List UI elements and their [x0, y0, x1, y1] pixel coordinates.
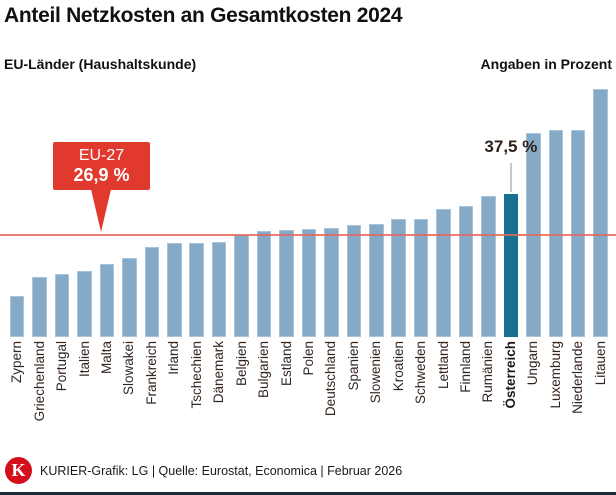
bar-slowenien [369, 224, 384, 337]
bar-kroatien [391, 218, 406, 337]
xlabel-oesterreich: Österreich [502, 341, 518, 409]
bar-bulgarien [256, 231, 272, 337]
bar-litauen [593, 89, 608, 337]
xlabel-rumaenien: Rumänien [480, 341, 496, 403]
xlabel-daenemark: Dänemark [211, 341, 227, 404]
xlabel-zypern: Zypern [9, 341, 25, 384]
xlabel-slowakei: Slowakei [121, 341, 137, 396]
bar-malta [99, 264, 115, 337]
bar-niederlande [570, 129, 586, 337]
bar-finnland [458, 206, 474, 337]
bar-rumaenien [481, 195, 496, 337]
xlabel-griechenland: Griechenland [31, 341, 47, 422]
xlabel-deutschland: Deutschland [323, 341, 339, 417]
xlabel-frankreich: Frankreich [143, 341, 159, 405]
bar-spanien [346, 225, 362, 337]
xlabel-litauen: Litauen [592, 341, 608, 386]
bar-griechenland [32, 277, 47, 337]
xlabel-bulgarien: Bulgarien [256, 341, 272, 399]
xlabel-finnland: Finnland [458, 341, 474, 393]
subtitle-right: Angaben in Prozent [480, 56, 612, 72]
bar-estland [279, 229, 294, 337]
xlabel-italien: Italien [76, 341, 92, 378]
subtitle-row: EU-Länder (Haushaltskunde) Angaben in Pr… [4, 56, 612, 72]
bar-italien [77, 271, 92, 337]
kurier-logo: K [5, 457, 32, 484]
xlabel-spanien: Spanien [345, 341, 361, 391]
eu27-callout-value: 26,9 % [73, 165, 130, 185]
bar-tschechien [189, 242, 204, 337]
bar-frankreich [144, 247, 160, 337]
xlabel-niederlande: Niederlande [570, 341, 586, 414]
austria-pointer-line [509, 163, 512, 193]
bar-polen [301, 228, 317, 337]
xlabel-schweden: Schweden [413, 341, 429, 405]
xlabel-ungarn: Ungarn [525, 341, 541, 386]
subtitle-left: EU-Länder (Haushaltskunde) [4, 56, 197, 72]
bar-schweden [413, 218, 429, 337]
xlabel-irland: Irland [166, 341, 182, 375]
bar-portugal [54, 274, 70, 337]
bar-deutschland [324, 227, 339, 337]
eu-average-reference-line [0, 233, 616, 236]
bar-oesterreich [503, 194, 519, 337]
credit-line: KURIER-Grafik: LG | Quelle: Eurostat, Ec… [40, 463, 403, 478]
bar-daenemark [211, 241, 227, 337]
xlabel-belgien: Belgien [233, 341, 249, 387]
xlabel-luxemburg: Luxemburg [547, 341, 563, 409]
xlabel-malta: Malta [98, 341, 114, 375]
page-title: Anteil Netzkosten an Gesamtkosten 2024 [4, 4, 403, 27]
bar-slowakei [122, 257, 137, 337]
bar-lettland [436, 208, 451, 337]
eu27-callout-label: EU-27 [78, 147, 125, 164]
eu27-callout: EU-27 26,9 % [53, 142, 150, 190]
xlabel-estland: Estland [278, 341, 294, 387]
xlabel-polen: Polen [300, 341, 316, 376]
xlabel-portugal: Portugal [54, 341, 70, 392]
bottom-accent-bar [0, 492, 616, 495]
xlabel-tschechien: Tschechien [188, 341, 204, 409]
footer: K KURIER-Grafik: LG | Quelle: Eurostat, … [5, 457, 402, 484]
xlabel-kroatien: Kroatien [390, 341, 406, 392]
xlabel-lettland: Lettland [435, 341, 451, 390]
bar-zypern [9, 295, 25, 337]
xlabel-slowenien: Slowenien [368, 341, 384, 404]
bar-belgien [234, 234, 249, 337]
bar-irland [167, 242, 182, 337]
austria-value-label: 37,5 % [484, 137, 538, 156]
callout-pointer-triangle [90, 185, 112, 232]
